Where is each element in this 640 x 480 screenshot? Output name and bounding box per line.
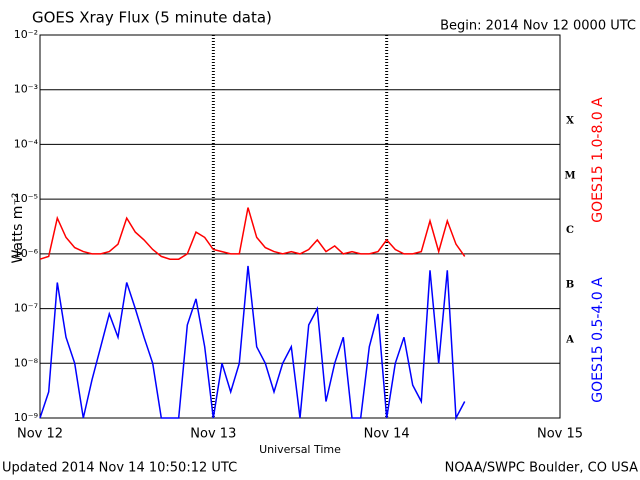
y-tick-label: 10⁻⁵	[14, 192, 38, 205]
y-tick-label: 10⁻⁴	[14, 137, 39, 150]
x-axis-label: Universal Time	[259, 443, 341, 456]
y-tick-label: 10⁻⁹	[14, 411, 38, 424]
flux-class-label: X	[566, 116, 574, 127]
series-line	[39, 265, 466, 421]
legend-label: GOES15 1.0-8.0 A	[590, 97, 606, 223]
x-tick-label: Nov 14	[364, 427, 410, 442]
y-tick-label: 10⁻³	[14, 83, 38, 96]
y-tick-label: 10⁻⁸	[14, 356, 39, 369]
y-tick-label: 10⁻²	[14, 28, 38, 41]
x-tick-label: Nov 15	[537, 427, 583, 442]
legend-label: GOES15 0.5-4.0 A	[590, 277, 606, 403]
chart-title: GOES Xray Flux (5 minute data)	[32, 9, 272, 27]
plot-frame	[39, 34, 561, 419]
x-tick-label: Nov 13	[190, 427, 236, 442]
flux-class-label: M	[564, 170, 575, 181]
footer-left: Updated 2014 Nov 14 10:50:12 UTC	[2, 461, 237, 476]
flux-class-label: A	[565, 334, 574, 345]
y-tick-label: 10⁻⁷	[14, 302, 38, 315]
footer-right: NOAA/SWPC Boulder, CO USA	[445, 461, 638, 476]
flux-class-label: C	[566, 225, 574, 236]
y-tick-label: 10⁻⁶	[14, 247, 39, 260]
series-line	[39, 207, 466, 260]
flux-class-label: B	[566, 280, 574, 291]
x-tick-label: Nov 12	[17, 427, 63, 442]
chart-subtitle: Begin: 2014 Nov 12 0000 UTC	[440, 19, 636, 34]
y-axis-label: Watts m⁻²	[10, 193, 26, 264]
